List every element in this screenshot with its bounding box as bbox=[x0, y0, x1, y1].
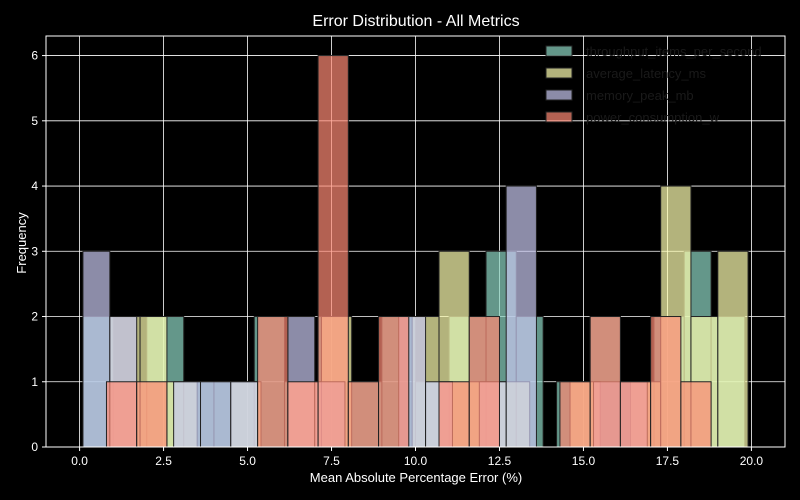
histogram-bar bbox=[438, 381, 470, 448]
y-axis-label: Frequency bbox=[14, 212, 29, 274]
series-power_consumption_w bbox=[105, 55, 712, 448]
x-tick-label: 7.5 bbox=[323, 454, 340, 468]
histogram-bar bbox=[468, 316, 500, 448]
y-tick-label: 5 bbox=[31, 114, 38, 128]
histogram-bar bbox=[82, 250, 111, 448]
chart-title: Error Distribution - All Metrics bbox=[312, 13, 519, 30]
histogram-bar bbox=[257, 316, 289, 448]
legend-label: throughput_items_per_second bbox=[586, 44, 762, 59]
legend-swatch bbox=[545, 45, 573, 57]
x-tick-label: 17.5 bbox=[656, 454, 680, 468]
legend-swatch bbox=[545, 67, 573, 79]
histogram-bar bbox=[287, 381, 319, 448]
x-axis-label: Mean Absolute Percentage Error (%) bbox=[310, 470, 522, 485]
histogram-bar bbox=[619, 381, 652, 448]
legend: throughput_items_per_second average_laten… bbox=[545, 44, 762, 125]
histogram-bar bbox=[136, 381, 168, 448]
histogram-bar bbox=[200, 381, 232, 448]
histogram-bar bbox=[378, 316, 410, 448]
histogram-bar bbox=[347, 381, 380, 448]
histogram-bar bbox=[559, 381, 591, 448]
legend-label: memory_peak_mb bbox=[586, 88, 694, 103]
x-tick-label: 5.0 bbox=[239, 454, 256, 468]
histogram-bar bbox=[173, 381, 202, 448]
y-tick-label: 6 bbox=[31, 49, 38, 63]
x-tick-label: 12.5 bbox=[488, 454, 512, 468]
histogram-bar bbox=[589, 316, 621, 448]
plot-frame bbox=[45, 35, 786, 448]
y-tick-label: 1 bbox=[31, 375, 38, 389]
histogram-bar bbox=[650, 316, 682, 448]
x-tick-label: 10.0 bbox=[404, 454, 428, 468]
x-tick-label: 15.0 bbox=[572, 454, 596, 468]
histogram-bar bbox=[105, 381, 138, 448]
histogram-bar bbox=[230, 381, 259, 448]
x-tick-label: 0.0 bbox=[71, 454, 88, 468]
histogram-bar bbox=[717, 250, 749, 448]
x-tick-label: 20.0 bbox=[740, 454, 764, 468]
legend-label: power_consumption_w bbox=[586, 110, 720, 125]
y-tick-label: 3 bbox=[31, 244, 38, 258]
x-tick-label: 2.5 bbox=[155, 454, 172, 468]
legend-swatch bbox=[545, 111, 573, 123]
legend-swatch bbox=[545, 89, 573, 101]
histogram-bar bbox=[505, 185, 537, 448]
histogram-bar bbox=[317, 55, 349, 448]
ticks: 0.0 2.5 5.0 7.5 10.0 12.5 15.0 17.5 20.0 0 1 2 3 4 5 6 bbox=[31, 49, 763, 468]
y-tick-label: 2 bbox=[31, 310, 38, 324]
legend-label: average_latency_ms bbox=[586, 66, 706, 81]
y-tick-label: 4 bbox=[31, 179, 38, 193]
y-tick-label: 0 bbox=[31, 440, 38, 454]
histogram-bar bbox=[680, 381, 712, 448]
bars bbox=[82, 55, 749, 448]
